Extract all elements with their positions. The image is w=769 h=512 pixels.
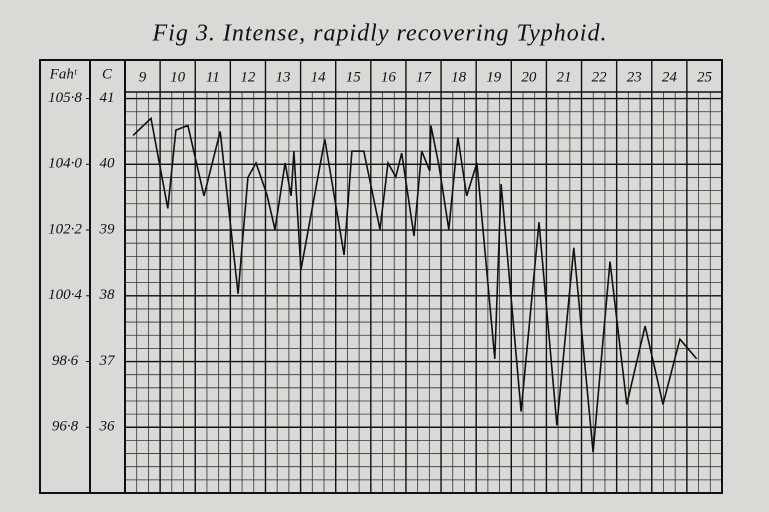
- y-axis-label: C: [102, 66, 113, 82]
- y2-tick-label: 105·8: [48, 90, 82, 106]
- x-tick-label: 9: [139, 69, 147, 85]
- y-tick-label: 40: [100, 156, 116, 172]
- x-tick-label: 16: [381, 69, 397, 85]
- y-tick-label: 37: [99, 353, 117, 369]
- temperature-line: [132, 116, 698, 453]
- x-tick-label: 23: [627, 69, 642, 85]
- y2-tick-label: 100·4: [48, 287, 82, 303]
- x-tick-label: 18: [451, 69, 467, 85]
- y-tick-label: 41: [100, 90, 115, 106]
- x-tick-label: 14: [311, 69, 327, 85]
- x-tick-label: 25: [697, 69, 713, 85]
- x-tick-label: 15: [346, 69, 362, 85]
- y2-tick-label: 102·2: [48, 221, 82, 237]
- x-tick-label: 21: [556, 69, 571, 85]
- x-tick-label: 19: [486, 69, 502, 85]
- y-tick-label: 38: [99, 287, 116, 303]
- y2-tick-label: 104·0: [48, 156, 82, 172]
- x-tick-label: 13: [276, 69, 291, 85]
- x-tick-label: 17: [416, 69, 433, 85]
- x-tick-label: 11: [206, 69, 220, 85]
- chart-title: Fig 3. Intense, rapidly recovering Typho…: [152, 21, 608, 47]
- y-tick-label: 36: [99, 419, 116, 435]
- y-tick-label: 39: [99, 221, 116, 237]
- x-tick-label: 22: [592, 69, 608, 85]
- y2-axis-label: Fahᵗ: [49, 66, 78, 82]
- x-tick-label: 12: [240, 69, 256, 85]
- x-tick-label: 10: [170, 69, 186, 85]
- y2-tick-label: 96·8: [52, 419, 79, 435]
- y2-tick-label: 98·6: [52, 353, 79, 369]
- chart-frame: [39, 59, 723, 494]
- x-tick-label: 20: [521, 69, 537, 85]
- x-tick-label: 24: [662, 69, 678, 85]
